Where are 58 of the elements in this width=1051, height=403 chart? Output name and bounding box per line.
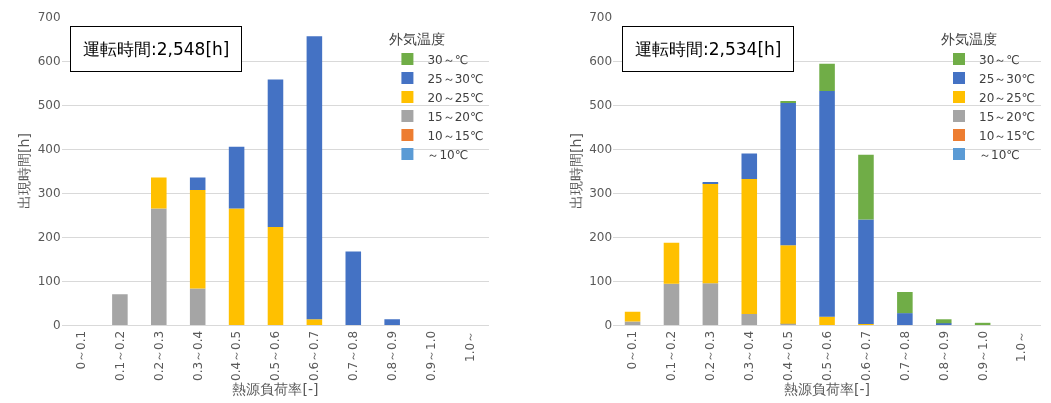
x-axis-title: 熱源負荷率[-]	[784, 380, 871, 397]
x-tick-label: 1.0～	[1014, 330, 1029, 362]
y-tick-label: 600	[37, 54, 61, 69]
y-tick-label: 500	[37, 98, 61, 113]
x-tick-label: 0～0.1	[625, 330, 640, 370]
y-tick-label: 700	[589, 10, 613, 25]
y-tick-label: 0	[52, 318, 61, 333]
x-tick-label: 0.3～0.4	[742, 330, 757, 381]
x-tick-label: 0.2～0.3	[703, 330, 718, 381]
annotation: 運転時間:2,548[h]	[83, 39, 230, 59]
y-axis-title: 出現時間[h]	[567, 133, 584, 209]
x-tick-label: 0.7～0.8	[897, 330, 912, 381]
legend-label: 25～30℃	[427, 71, 484, 86]
y-tick-label: 700	[37, 10, 61, 25]
y-axis-title: 出現時間[h]	[16, 133, 33, 209]
legend-title: 外気温度	[941, 31, 997, 48]
legend-label: 10～15℃	[427, 128, 484, 143]
legend-label: ～10℃	[979, 147, 1020, 162]
legend-label: 20～25℃	[979, 90, 1036, 105]
x-tick-label: 0.6～0.7	[307, 330, 322, 381]
legend-label: 30～℃	[427, 52, 469, 67]
y-tick-label: 400	[37, 142, 61, 157]
x-tick-label: 0.7～0.8	[346, 330, 361, 381]
x-tick-label: 0.9～1.0	[975, 330, 990, 381]
x-tick-label: 0.8～0.9	[936, 330, 951, 381]
y-tick-label: 300	[589, 186, 613, 201]
y-tick-label: 300	[37, 186, 61, 201]
y-tick-label: 0	[604, 318, 613, 333]
x-tick-label: 0.1～0.2	[112, 330, 127, 381]
x-tick-label: 0.2～0.3	[151, 330, 166, 381]
x-tick-label: 0.8～0.9	[385, 330, 400, 381]
x-tick-label: 0.5～0.6	[268, 330, 283, 381]
y-tick-label: 400	[589, 142, 613, 157]
x-tick-label: 0～0.1	[73, 330, 88, 370]
y-tick-label: 500	[589, 98, 613, 113]
x-tick-label: 1.0～	[462, 330, 477, 362]
x-tick-label: 0.9～1.0	[423, 330, 438, 381]
legend-label: 25～30℃	[979, 71, 1036, 86]
x-axis-title: 熱源負荷率[-]	[232, 380, 319, 397]
x-tick-label: 0.4～0.5	[229, 330, 244, 381]
x-tick-label: 0.3～0.4	[190, 330, 205, 381]
legend-label: 30～℃	[979, 52, 1020, 67]
x-tick-label: 0.5～0.6	[819, 330, 834, 381]
y-tick-label: 100	[37, 274, 61, 289]
y-tick-label: 200	[589, 230, 613, 245]
x-tick-label: 0.1～0.2	[664, 330, 679, 381]
x-tick-label: 0.6～0.7	[858, 330, 873, 381]
legend-label: 15～20℃	[427, 109, 484, 124]
y-tick-label: 600	[589, 54, 613, 69]
legend-title: 外気温度	[389, 31, 446, 48]
x-tick-label: 0.4～0.5	[781, 330, 796, 381]
legend-label: ～10℃	[427, 147, 469, 162]
legend-label: 10～15℃	[979, 128, 1036, 143]
annotation: 運転時間:2,534[h]	[635, 39, 782, 59]
y-tick-label: 100	[589, 274, 613, 289]
legend-label: 20～25℃	[427, 90, 484, 105]
legend-label: 15～20℃	[979, 109, 1036, 124]
y-tick-label: 200	[37, 230, 61, 245]
